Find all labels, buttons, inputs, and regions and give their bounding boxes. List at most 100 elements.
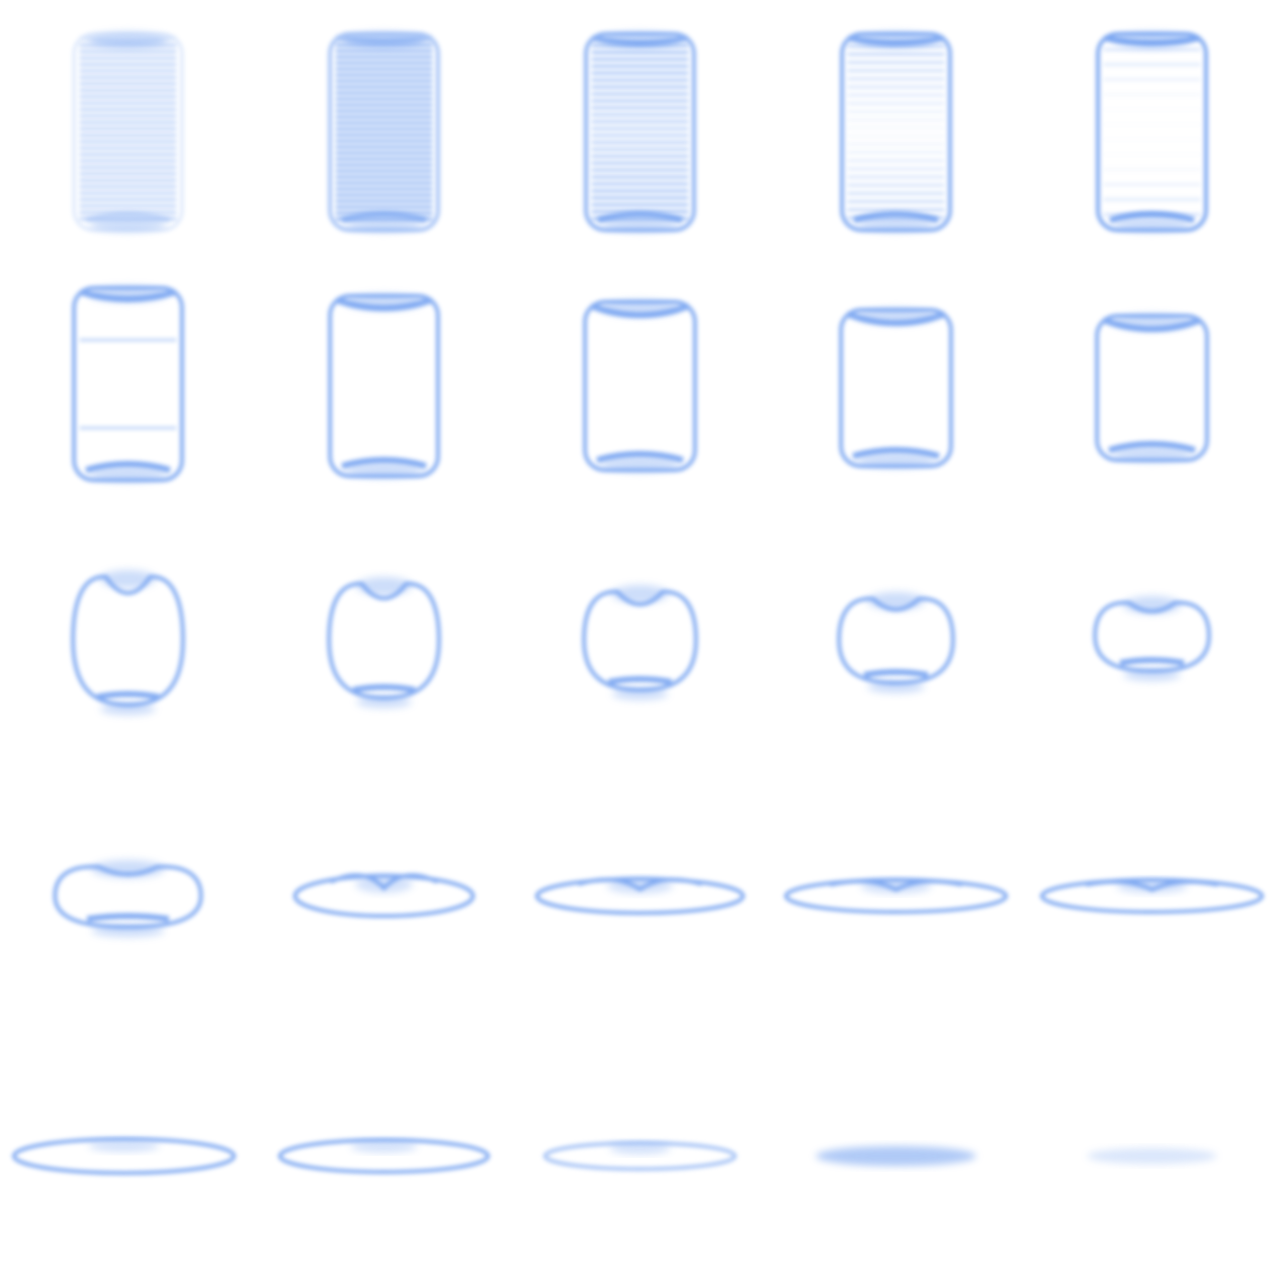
stripe: [847, 85, 945, 89]
halo-top: [345, 32, 423, 48]
stripe: [847, 191, 945, 195]
stripe: [591, 189, 689, 193]
stripe: [1103, 108, 1200, 111]
puddle-fade: [816, 1146, 976, 1166]
stripe-group: [79, 338, 177, 430]
stripe: [79, 127, 177, 131]
halo-top: [1112, 314, 1192, 330]
halo-top: [91, 860, 165, 878]
stripe: [79, 120, 177, 124]
stripe: [335, 115, 433, 119]
halo-top: [89, 286, 167, 302]
stripe: [335, 169, 433, 173]
halo-bottom: [89, 466, 167, 482]
frame-7: [328, 294, 440, 478]
stripe: [591, 78, 689, 82]
stripe: [79, 50, 177, 54]
stripe: [1103, 62, 1201, 67]
stripe: [1103, 182, 1201, 187]
stripe: [591, 154, 689, 158]
stripe: [1103, 47, 1201, 52]
stripe: [335, 109, 433, 113]
stripe: [1103, 77, 1201, 82]
jar-rim-bottom: [341, 457, 427, 469]
frame-10: [1095, 314, 1209, 462]
stripe: [335, 145, 433, 149]
halo-top: [356, 577, 412, 595]
puddle-fade: [1087, 1148, 1217, 1164]
frame-8: [583, 300, 697, 472]
stripe: [591, 203, 689, 207]
stripe: [591, 133, 689, 138]
frame-20: [1040, 878, 1264, 914]
stripe: [335, 199, 433, 203]
stripe: [79, 56, 177, 60]
stripe: [79, 159, 177, 163]
stripe: [591, 57, 689, 61]
stripe: [847, 150, 945, 155]
stripe: [847, 208, 945, 212]
stripe: [335, 79, 433, 83]
frame-6: [72, 286, 184, 482]
frame-14: [836, 592, 956, 693]
stripe-group: [591, 43, 689, 221]
blob-base: [863, 669, 929, 678]
stripe: [79, 152, 177, 157]
stripe: [591, 168, 689, 172]
halo-top: [1116, 879, 1188, 894]
puddle-halo: [607, 878, 673, 894]
halo-bottom: [89, 216, 167, 232]
stripe: [591, 196, 689, 200]
stripe: [79, 165, 177, 169]
jar-halo: [345, 294, 423, 478]
stripe: [1103, 167, 1201, 172]
stripe-group: [1103, 47, 1201, 217]
stripe: [335, 55, 433, 59]
halo-top: [609, 1142, 671, 1155]
frame-25: [1087, 1148, 1217, 1164]
jar-rim-bottom: [853, 211, 939, 223]
stripe: [591, 50, 689, 54]
puddle-halo: [355, 875, 413, 893]
stripe: [591, 182, 689, 186]
halo-top: [860, 879, 932, 894]
stripe: [335, 157, 433, 161]
stripe: [847, 93, 945, 97]
halo-bottom: [1123, 669, 1181, 681]
halo-top: [355, 875, 413, 893]
halo-top: [601, 32, 679, 48]
stripe: [847, 199, 945, 204]
stripe: [79, 75, 177, 79]
stripe: [79, 82, 177, 86]
frame-22: [278, 1138, 490, 1174]
stripe: [335, 103, 433, 107]
blob-base: [352, 684, 416, 693]
stripe: [591, 175, 689, 179]
blob-base: [1119, 657, 1185, 666]
jar-rim-bottom: [597, 211, 683, 223]
frame-24: [816, 1146, 976, 1166]
frame-1: [72, 32, 184, 232]
halo-bottom: [1112, 446, 1192, 462]
jar-halo: [345, 32, 423, 232]
blob-halo: [91, 860, 165, 937]
halo-top: [1123, 596, 1181, 614]
frame-9: [839, 308, 953, 468]
stripe: [591, 99, 689, 103]
stripe: [79, 114, 177, 118]
jar-rim-bottom: [341, 211, 427, 223]
stripe: [847, 167, 945, 171]
puddle-halo: [88, 1139, 160, 1152]
jar-rim-bottom: [852, 447, 940, 459]
stripe: [847, 118, 945, 122]
stripe: [79, 62, 177, 67]
stripe: [847, 142, 945, 146]
stripe: [79, 172, 177, 176]
stripe: [591, 120, 689, 124]
puddle-outline: [12, 1137, 236, 1175]
stripe: [79, 101, 177, 105]
stripe: [79, 133, 177, 137]
stripe: [591, 161, 689, 165]
jar-halo: [601, 32, 679, 232]
halo-top: [612, 585, 668, 603]
